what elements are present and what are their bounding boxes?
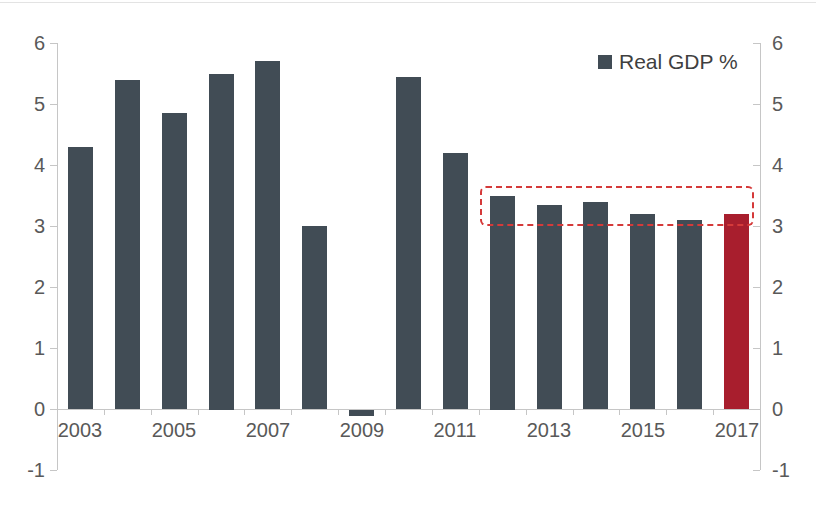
y-tick-left [50,409,57,410]
x-axis-baseline [57,409,760,410]
y-axis-label-right: 0 [772,399,812,419]
bar-2003 [68,147,93,409]
x-boundary-tick [291,410,292,415]
x-axis-label: 2003 [45,419,115,441]
y-tick-left [50,226,57,227]
y-tick-right [753,348,760,349]
bar-2004 [115,80,140,409]
x-axis-label: 2009 [327,419,397,441]
y-axis-label-right: 6 [772,33,812,53]
y-tick-right [753,287,760,288]
x-boundary-tick [244,410,245,415]
x-boundary-tick [432,410,433,415]
x-axis-label: 2011 [420,419,490,441]
y-axis-label-right: 5 [772,94,812,114]
y-axis-label-right: 1 [772,338,812,358]
y-tick-left [50,287,57,288]
x-boundary-tick [338,410,339,415]
y-axis-label-left: 4 [5,155,45,175]
x-axis-label: 2007 [233,419,303,441]
bar-2017 [724,214,749,409]
y-tick-left [50,43,57,44]
y-tick-left [50,470,57,471]
y-axis-left [57,43,58,470]
x-boundary-tick [57,410,58,415]
y-tick-left [50,104,57,105]
y-axis-label-right: 3 [772,216,812,236]
x-boundary-tick [573,410,574,415]
y-axis-label-left: 1 [5,338,45,358]
x-boundary-tick [385,410,386,415]
y-axis-label-left: 0 [5,399,45,419]
y-tick-right [753,470,760,471]
y-tick-right [753,165,760,166]
bar-2006 [209,74,234,410]
x-boundary-tick [104,410,105,415]
x-boundary-tick [479,410,480,415]
y-axis-label-right: -1 [772,460,812,480]
x-axis-label: 2013 [514,419,584,441]
bar-2012 [490,196,515,410]
forecast-highlight-box [480,186,754,226]
bar-2016 [677,220,702,409]
legend-swatch-icon [598,55,612,69]
x-boundary-tick [713,410,714,415]
y-axis-right [760,43,761,470]
y-axis-label-left: 6 [5,33,45,53]
y-axis-label-left: 3 [5,216,45,236]
x-boundary-tick [526,410,527,415]
y-tick-left [50,165,57,166]
y-axis-label-left: 2 [5,277,45,297]
x-boundary-tick [666,410,667,415]
y-tick-right [753,43,760,44]
y-tick-left [50,348,57,349]
x-boundary-tick [760,410,761,415]
bar-2005 [162,113,187,409]
y-tick-right [753,226,760,227]
chart-legend: Real GDP % [598,50,738,74]
bar-2014 [583,202,608,409]
y-tick-right [753,104,760,105]
x-axis-label: 2017 [702,419,772,441]
bar-2010 [396,77,421,409]
gdp-bar-chart: Real GDP % 66554433221100-1-120032005200… [0,0,816,508]
y-axis-label-right: 2 [772,277,812,297]
bar-2007 [255,61,280,409]
legend-label: Real GDP % [619,50,738,74]
bar-2013 [537,205,562,409]
x-boundary-tick [151,410,152,415]
x-boundary-tick [619,410,620,415]
y-axis-label-left: 5 [5,94,45,114]
y-axis-label-left: -1 [5,460,45,480]
y-axis-label-right: 4 [772,155,812,175]
x-axis-label: 2015 [608,419,678,441]
x-boundary-tick [198,410,199,415]
chart-top-border [0,2,816,3]
bar-2009 [349,410,374,416]
x-axis-label: 2005 [139,419,209,441]
bar-2008 [302,226,327,409]
bar-2015 [630,214,655,409]
bar-2011 [443,153,468,409]
